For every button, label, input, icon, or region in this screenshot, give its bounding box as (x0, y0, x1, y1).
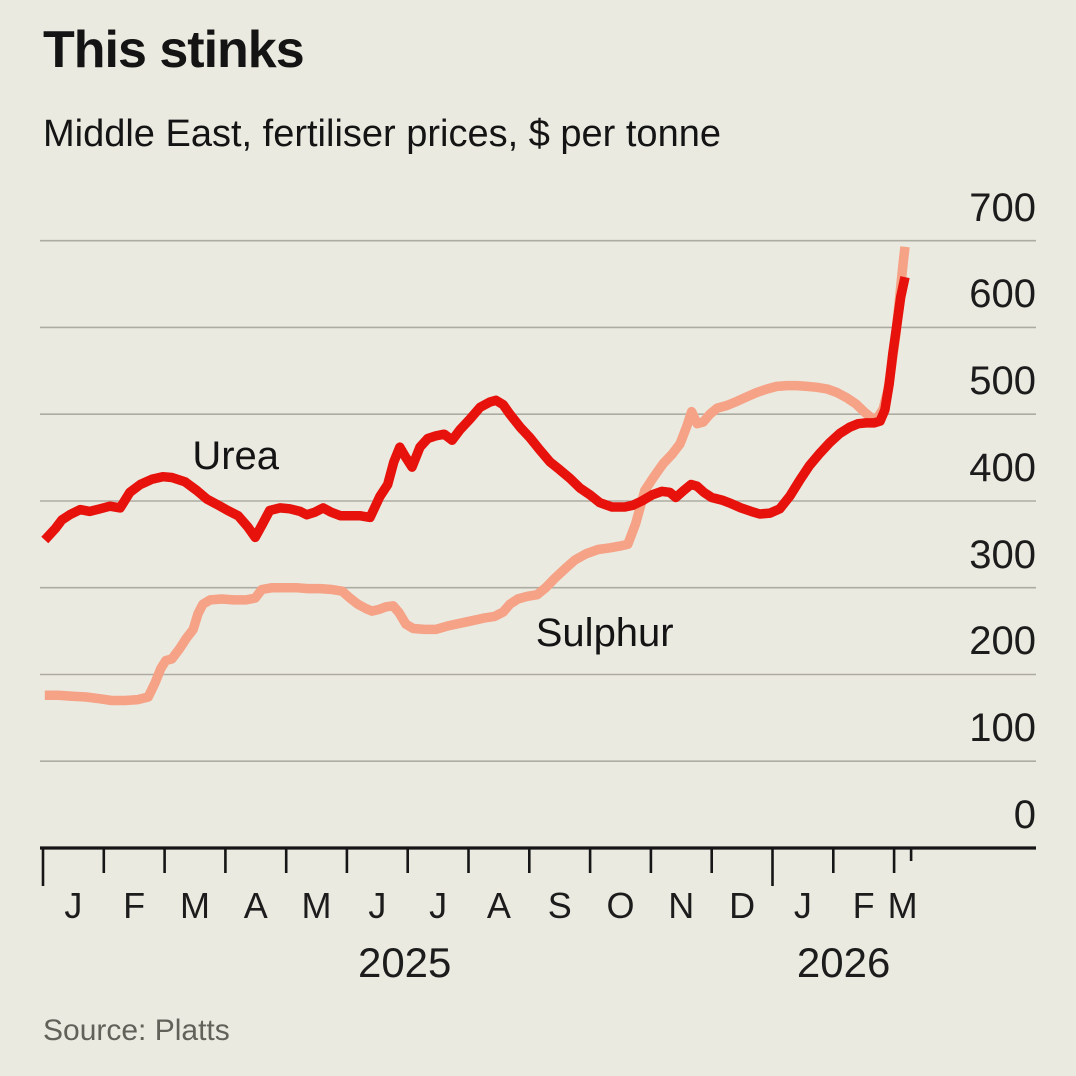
month-label-14-M: M (887, 885, 918, 926)
series-lines (41, 246, 910, 706)
sulphur-series-label: Sulphur (535, 610, 674, 655)
y-tick-label-300: 300 (969, 532, 1036, 577)
month-label-11-D: D (729, 885, 756, 926)
month-label-5-J: J (368, 885, 387, 926)
gridlines (40, 239, 1036, 763)
chart-title: This stinks (43, 21, 305, 79)
y-tick-label-0: 0 (1013, 793, 1036, 837)
source-note: Source: Platts (43, 1014, 230, 1047)
y-tick-label-100: 100 (969, 706, 1036, 751)
month-label-3-A: A (243, 885, 268, 926)
month-label-0-J: J (64, 885, 83, 926)
month-label-7-A: A (486, 885, 511, 926)
y-tick-label-700: 700 (969, 185, 1036, 230)
month-label-9-O: O (606, 885, 635, 926)
y-tick-label-400: 400 (969, 445, 1036, 490)
sulphur-line (44, 246, 910, 706)
x-axis (40, 846, 1036, 886)
month-label-4-M: M (301, 885, 332, 926)
month-label-6-J: J (429, 885, 448, 926)
urea-series-label: Urea (192, 433, 280, 478)
month-label-1-F: F (123, 885, 146, 926)
y-tick-label-200: 200 (969, 619, 1036, 664)
month-label-8-S: S (547, 885, 572, 926)
urea-line (41, 276, 910, 544)
y-tick-label-600: 600 (969, 272, 1036, 317)
y-tick-label-500: 500 (969, 359, 1036, 404)
chart-subtitle: Middle East, fertiliser prices, $ per to… (43, 113, 721, 155)
month-label-12-J: J (793, 885, 812, 926)
month-label-13-F: F (852, 885, 875, 926)
month-label-2-M: M (179, 885, 210, 926)
month-label-10-N: N (668, 885, 695, 926)
year-label-2025: 2025 (357, 939, 452, 986)
year-label-2026: 2026 (796, 939, 891, 986)
